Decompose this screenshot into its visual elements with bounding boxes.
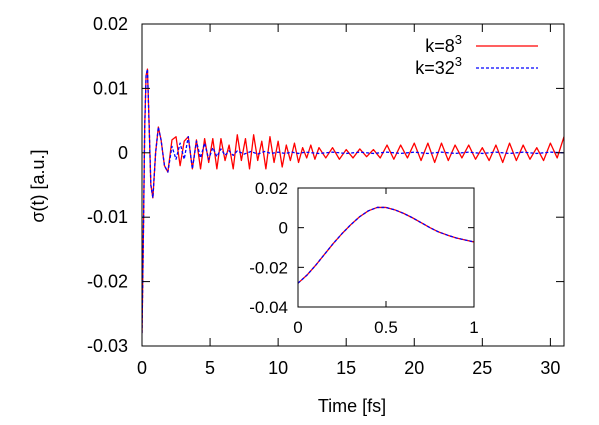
main-x-tick-label: 5 xyxy=(205,358,215,378)
inset-x-tick-label: 1 xyxy=(469,318,478,337)
main-x-tick-label: 15 xyxy=(336,358,356,378)
inset-x-tick-label: 0.5 xyxy=(374,318,398,337)
inset-plot: 0 0.5 1 -0.04 -0.02 0 0.02 xyxy=(249,179,478,337)
legend-label-k8: k=83 xyxy=(425,32,462,56)
main-series-group xyxy=(142,68,564,334)
main-y-tick-label: 0 xyxy=(118,143,128,163)
main-y-tick-label: -0.01 xyxy=(87,207,128,227)
main-frame xyxy=(141,23,565,347)
main-y-tick-label: 0.01 xyxy=(93,78,128,98)
main-x-tick-label: 10 xyxy=(268,358,288,378)
legend: k=83k=323 xyxy=(415,32,538,78)
inset-background xyxy=(298,188,474,307)
main-x-tick-label: 0 xyxy=(137,358,147,378)
inset-y-tick-label: 0.02 xyxy=(255,179,288,198)
main-series-line-k32 xyxy=(142,68,564,334)
legend-label-k32: k=323 xyxy=(415,54,462,78)
inset-series-line-k8 xyxy=(298,206,474,284)
main-y-tick-label: -0.02 xyxy=(87,272,128,292)
y-axis-label: σ(t) [a.u.] xyxy=(28,149,48,222)
main-x-tick-label: 30 xyxy=(540,358,560,378)
inset-y-tick-label: -0.02 xyxy=(249,258,288,277)
inset-y-tick-label: 0 xyxy=(279,219,288,238)
main-y-tick-label: -0.03 xyxy=(87,336,128,356)
x-axis-label: Time [fs] xyxy=(318,396,386,416)
inset-series-group xyxy=(298,206,474,284)
main-x-tick-label: 20 xyxy=(404,358,424,378)
main-x-tick-label: 25 xyxy=(472,358,492,378)
main-y-tick-label: 0.02 xyxy=(93,14,128,34)
inset-x-tick-label: 0 xyxy=(293,318,302,337)
inset-y-tick-label: -0.04 xyxy=(249,298,288,317)
